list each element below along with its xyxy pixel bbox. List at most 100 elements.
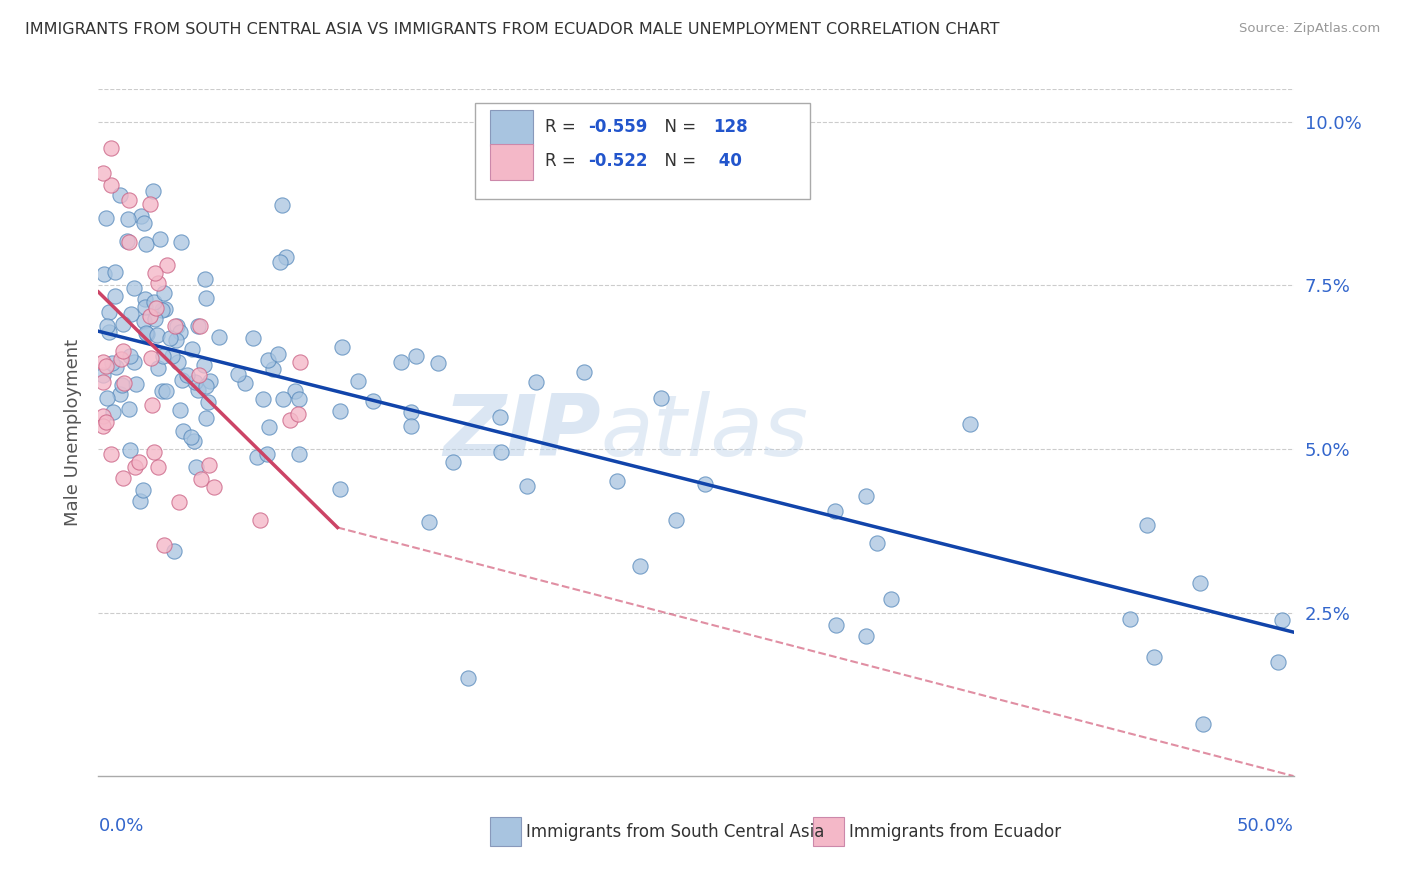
Text: R =: R =: [546, 118, 582, 136]
Text: N =: N =: [654, 118, 702, 136]
Point: [405, 349, 427, 363]
Point: [208, 330, 231, 344]
Point: [242, 331, 264, 345]
Point: [163, 318, 186, 333]
FancyBboxPatch shape: [491, 817, 522, 847]
Point: [329, 482, 352, 496]
Text: Source: ZipAtlas.com: Source: ZipAtlas.com: [1240, 22, 1381, 36]
Point: [141, 398, 163, 412]
Point: [172, 424, 194, 438]
Point: [188, 318, 211, 333]
Text: R =: R =: [546, 153, 582, 170]
Point: [108, 387, 131, 401]
Point: [101, 355, 124, 369]
Point: [165, 333, 187, 347]
Point: [188, 368, 211, 383]
Point: [152, 538, 174, 552]
Point: [180, 430, 202, 444]
Point: [160, 349, 183, 363]
Point: [1267, 655, 1289, 669]
Point: [101, 404, 124, 418]
Point: [257, 353, 280, 368]
Point: [91, 419, 114, 434]
Point: [197, 458, 219, 472]
Point: [572, 365, 595, 379]
Point: [202, 480, 225, 494]
Text: N =: N =: [654, 153, 702, 170]
Point: [606, 474, 628, 488]
Point: [166, 318, 188, 333]
Point: [122, 355, 145, 369]
Point: [176, 368, 198, 382]
Point: [194, 379, 217, 393]
Point: [194, 292, 217, 306]
Point: [148, 276, 170, 290]
Point: [259, 419, 281, 434]
Point: [108, 188, 131, 202]
Point: [142, 184, 165, 198]
Y-axis label: Male Unemployment: Male Unemployment: [63, 339, 82, 526]
Point: [155, 301, 177, 316]
Point: [152, 349, 174, 363]
Point: [135, 326, 157, 341]
Point: [1271, 613, 1294, 627]
Point: [93, 267, 115, 281]
Point: [855, 489, 877, 503]
Point: [166, 355, 188, 369]
Point: [98, 326, 121, 340]
Text: Immigrants from Ecuador: Immigrants from Ecuador: [849, 823, 1062, 841]
Point: [129, 209, 152, 223]
Text: 50.0%: 50.0%: [1237, 817, 1294, 835]
Point: [118, 349, 141, 363]
Point: [111, 343, 134, 358]
Point: [361, 393, 384, 408]
Point: [426, 356, 449, 370]
Point: [96, 318, 118, 333]
Point: [91, 375, 114, 389]
Point: [197, 395, 219, 409]
Point: [347, 374, 370, 388]
Point: [118, 402, 141, 417]
Point: [163, 544, 186, 558]
Point: [183, 434, 205, 449]
Point: [135, 236, 157, 251]
Point: [271, 392, 294, 406]
Point: [128, 455, 150, 469]
Point: [169, 403, 191, 417]
Point: [181, 342, 204, 356]
Point: [143, 266, 166, 280]
Point: [115, 234, 138, 248]
Point: [159, 331, 181, 345]
Point: [100, 141, 122, 155]
Point: [287, 392, 309, 406]
Point: [1188, 576, 1211, 591]
FancyBboxPatch shape: [475, 103, 810, 199]
Point: [193, 358, 215, 372]
Point: [399, 405, 422, 419]
Point: [91, 409, 114, 423]
Point: [825, 618, 848, 632]
Point: [94, 415, 117, 429]
Point: [111, 317, 134, 331]
Point: [228, 367, 250, 381]
Point: [142, 445, 165, 459]
Point: [149, 231, 172, 245]
Point: [146, 360, 169, 375]
Point: [134, 314, 156, 328]
Point: [105, 359, 128, 374]
Point: [91, 355, 114, 369]
Point: [287, 446, 309, 460]
Point: [114, 376, 136, 391]
Point: [262, 362, 284, 376]
Point: [135, 326, 157, 340]
Text: Immigrants from South Central Asia: Immigrants from South Central Asia: [526, 823, 825, 841]
Point: [139, 351, 162, 365]
Point: [111, 378, 134, 392]
Point: [249, 513, 271, 527]
Point: [111, 471, 134, 485]
Point: [274, 250, 297, 264]
Text: 40: 40: [713, 153, 741, 170]
Point: [145, 327, 167, 342]
Point: [1143, 649, 1166, 664]
Point: [94, 359, 117, 374]
